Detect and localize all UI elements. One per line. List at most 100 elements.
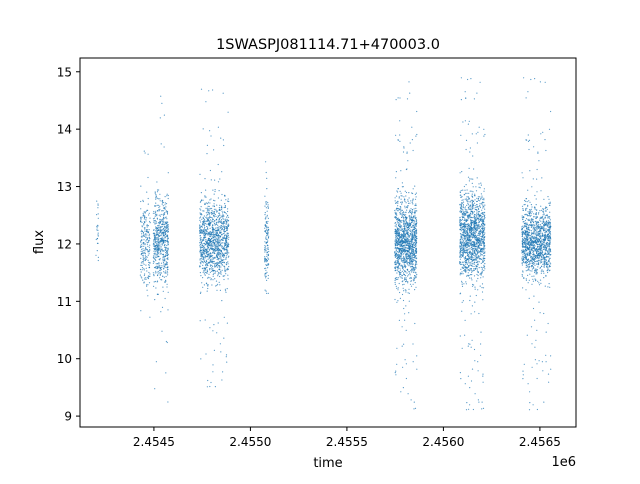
data-point [403, 244, 405, 246]
data-point [474, 223, 476, 225]
data-point [155, 226, 157, 228]
data-point [395, 234, 398, 236]
data-point [208, 251, 210, 253]
data-point [164, 202, 166, 204]
data-point [225, 354, 228, 356]
data-point [467, 258, 469, 261]
data-point [212, 273, 214, 276]
data-point [211, 213, 213, 215]
data-point [410, 223, 412, 225]
data-point [155, 253, 157, 255]
data-point [200, 255, 202, 257]
data-point [152, 212, 154, 214]
data-point [405, 195, 407, 197]
data-point [398, 237, 401, 239]
data-point [267, 233, 269, 235]
data-point [157, 237, 159, 239]
data-point [484, 227, 486, 229]
data-point [478, 186, 480, 188]
data-point [219, 214, 221, 217]
data-point [413, 247, 415, 249]
data-point [400, 210, 402, 212]
data-point [213, 249, 215, 251]
data-point [401, 214, 403, 216]
data-point [477, 208, 480, 210]
data-point [222, 233, 224, 235]
data-point [410, 280, 413, 282]
data-point [482, 221, 484, 223]
data-point [161, 266, 163, 269]
data-point [220, 351, 222, 353]
data-point [467, 203, 469, 205]
data-point [394, 225, 396, 227]
data-point [474, 228, 476, 230]
data-point [201, 254, 203, 256]
data-point [140, 262, 142, 264]
data-point [199, 246, 201, 248]
data-point [403, 223, 405, 225]
data-point [408, 253, 410, 255]
data-point [410, 243, 413, 245]
data-point [222, 236, 224, 238]
data-point [403, 146, 405, 148]
data-point [214, 257, 216, 259]
data-point [95, 238, 97, 241]
data-point [204, 196, 206, 198]
data-point [211, 268, 213, 270]
data-point [468, 251, 470, 254]
data-point [210, 233, 212, 235]
data-point [477, 251, 479, 253]
data-point [478, 215, 480, 217]
data-point [482, 232, 484, 234]
data-point [477, 131, 479, 133]
data-point [408, 292, 410, 294]
data-point [157, 271, 159, 273]
data-point [227, 242, 229, 244]
data-point [403, 199, 405, 201]
data-point [395, 370, 397, 372]
data-point [466, 258, 468, 260]
data-point [266, 234, 268, 236]
data-point [161, 236, 163, 238]
data-point [408, 216, 410, 218]
data-point [162, 290, 164, 292]
data-point [216, 234, 218, 236]
data-point [415, 260, 418, 262]
data-point [465, 266, 467, 268]
data-point [409, 248, 411, 250]
data-point [461, 282, 463, 284]
data-point [411, 139, 413, 141]
data-point [153, 234, 156, 236]
data-point [214, 236, 216, 238]
data-point [213, 222, 216, 225]
data-point [471, 274, 473, 276]
data-point [204, 267, 206, 270]
data-point [205, 240, 207, 242]
data-point [466, 219, 468, 222]
data-point [460, 99, 462, 101]
data-point [480, 212, 482, 215]
data-point [478, 214, 480, 216]
data-point [475, 186, 477, 188]
data-point [482, 216, 484, 218]
data-point [153, 248, 155, 250]
data-point [154, 192, 156, 194]
data-point [413, 279, 415, 281]
data-point [532, 246, 534, 248]
data-point [157, 252, 159, 254]
data-point [223, 245, 225, 248]
data-point [215, 263, 217, 265]
data-point [208, 232, 210, 234]
data-point [460, 245, 462, 247]
data-point [166, 195, 168, 197]
data-point [412, 260, 415, 262]
data-point [159, 271, 161, 273]
data-point [166, 235, 168, 237]
data-point [482, 373, 484, 375]
data-point [145, 247, 147, 249]
data-point [265, 277, 267, 279]
data-point [415, 196, 417, 198]
data-point [481, 226, 483, 228]
data-point [205, 256, 207, 258]
